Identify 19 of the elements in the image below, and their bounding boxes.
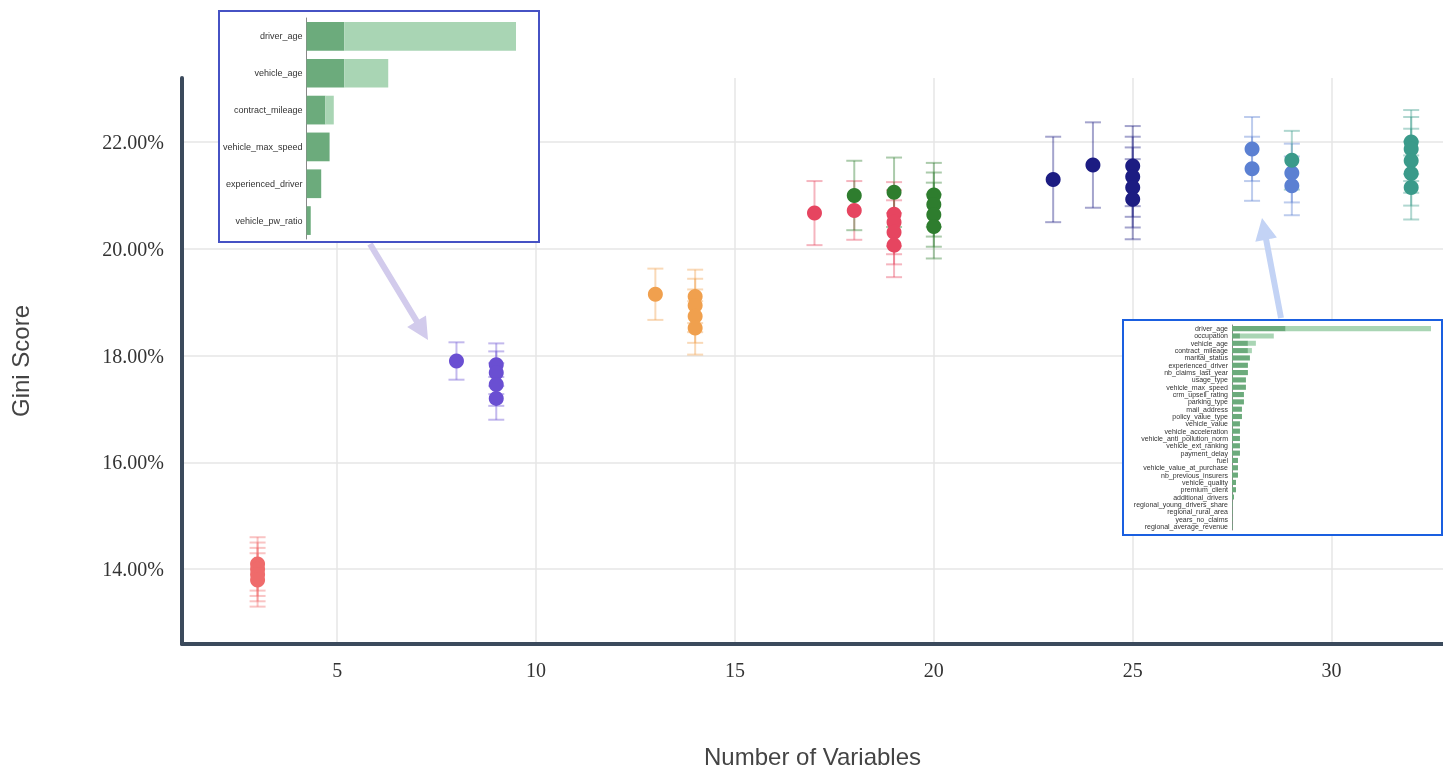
x-tick-label: 5	[332, 659, 343, 681]
y-axis-title: Gini Score	[6, 304, 34, 418]
x-tick-label: 10	[526, 659, 547, 681]
x-tick-label: 25	[1122, 659, 1143, 681]
y-tick-label: experienced_driver	[226, 178, 303, 189]
x-axis-title: Number of Variables	[704, 742, 921, 770]
y-tick-label: contract_mileage	[234, 105, 303, 116]
x-tick-label: 30	[1321, 659, 1342, 681]
y-tick-label: driver_age	[260, 31, 303, 42]
y-tick-label: vehicle_age	[254, 68, 303, 79]
y-tick-label: 14.00%	[102, 558, 164, 581]
y-tick-label: vehicle_max_speed	[222, 141, 303, 152]
x-tick-label: 20	[923, 659, 944, 681]
x-tick-label: 15	[724, 659, 745, 681]
y-tick-label: 20.00%	[102, 237, 164, 260]
y-tick-label: 16.00%	[102, 451, 164, 474]
y-tick-label: vehicle_pw_ratio	[235, 215, 303, 226]
y-tick-label: 22.00%	[102, 131, 164, 154]
y-tick-label: 18.00%	[102, 344, 164, 367]
